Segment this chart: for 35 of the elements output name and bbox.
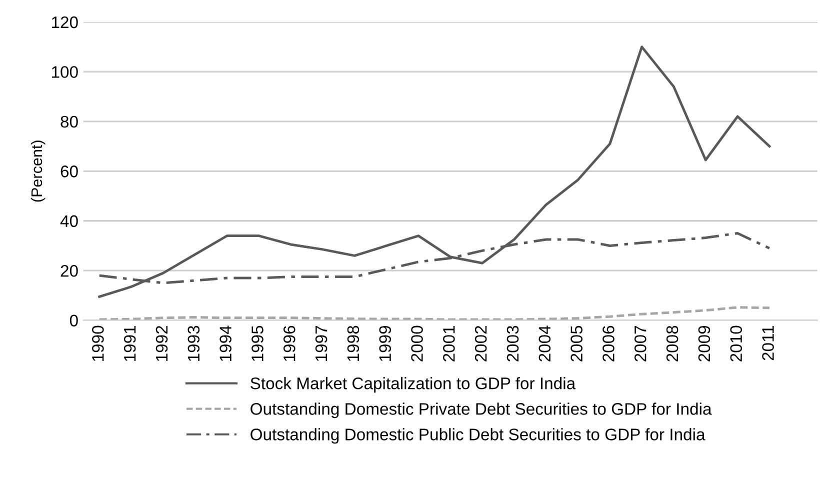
x-tick-label: 1995 — [252, 326, 264, 361]
x-tick-label: 2005 — [570, 326, 582, 362]
legend-label: Outstanding Domestic Public Debt Securities to GDP for India — [250, 428, 706, 444]
x-tick-label: 2002 — [474, 326, 487, 362]
x-tick-label: 2001 — [443, 326, 455, 362]
x-tick-label: 2006 — [602, 326, 614, 362]
y-tick-label: 20 — [60, 264, 78, 277]
x-tick-label: 2000 — [411, 326, 423, 362]
y-tick-label: 80 — [60, 116, 78, 128]
x-tick-label: 1996 — [283, 326, 296, 361]
x-tick-label: 2007 — [634, 326, 646, 362]
x-tick-label: 1992 — [156, 326, 168, 361]
x-tick-label: 2008 — [666, 326, 678, 362]
y-axis-title: (Percent) — [30, 140, 46, 202]
line-series — [98, 306, 771, 320]
x-tick-label: 2003 — [506, 326, 519, 362]
x-tick-label: 1994 — [220, 326, 232, 361]
x-tick-label: 2011 — [762, 326, 774, 360]
y-tick-label: 0 — [70, 314, 78, 326]
y-tick-label: 60 — [60, 166, 78, 178]
x-tick-label: 2004 — [538, 326, 551, 362]
x-tick-label: 1990 — [92, 326, 104, 361]
x-tick-label: 1993 — [188, 326, 200, 361]
x-tick-label: 1998 — [347, 326, 360, 361]
legend-label: Stock Market Capitalization to GDP for India — [250, 377, 576, 393]
legend-label: Outstanding Domestic Private Debt Securities to GDP for India — [250, 402, 712, 418]
y-tick-label: 120 — [52, 16, 78, 28]
x-tick-label: 1991 — [124, 326, 136, 361]
x-tick-label: 2009 — [698, 326, 710, 362]
x-tick-label: 1997 — [315, 326, 328, 361]
x-tick-label: 1999 — [379, 326, 392, 361]
y-tick-label: 100 — [52, 66, 78, 78]
x-tick-label: 2010 — [730, 326, 742, 362]
y-tick-label: 40 — [60, 215, 78, 228]
line-series — [98, 46, 771, 298]
